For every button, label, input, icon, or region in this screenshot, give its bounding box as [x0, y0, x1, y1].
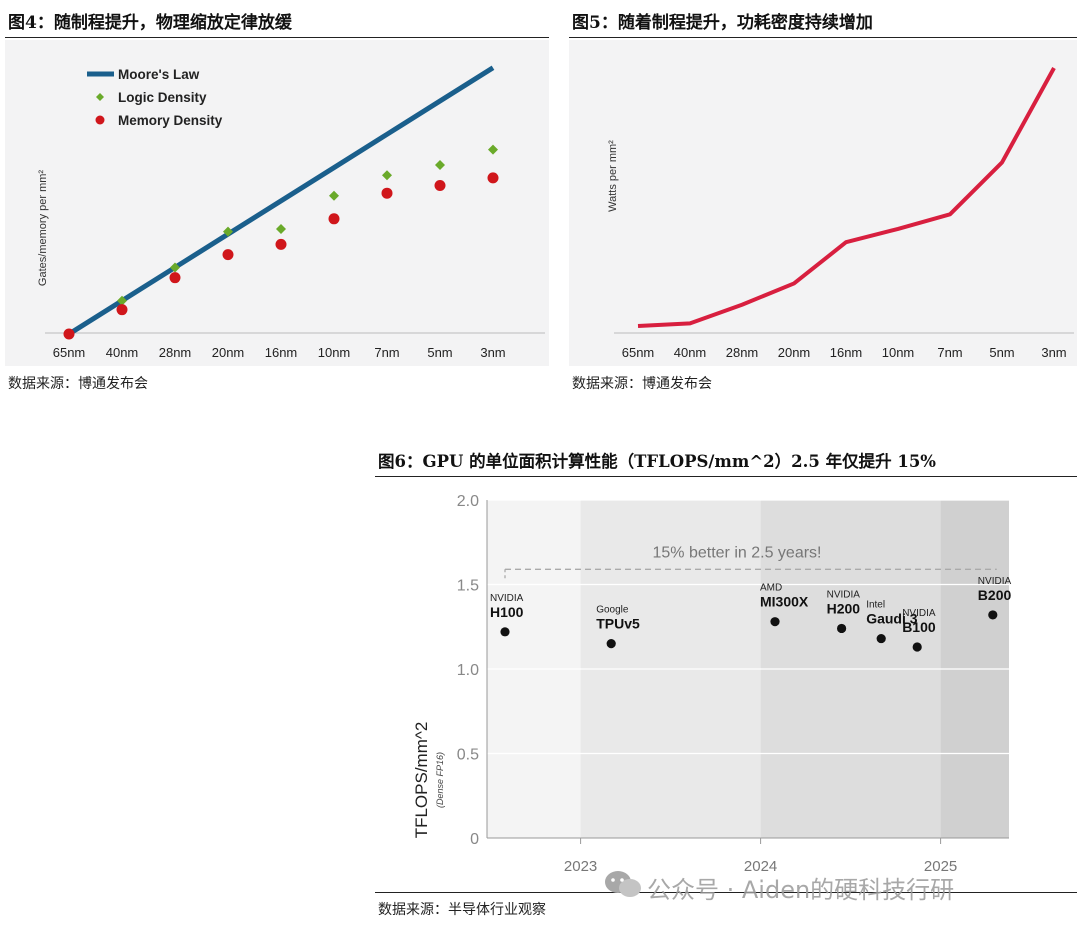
gpu-data-point [770, 617, 780, 627]
x-tick-label: 7nm [374, 345, 399, 360]
figure-5-y-axis-label: Watts per mm² [607, 140, 619, 212]
memory-density-point [328, 213, 340, 225]
x-tick-label: 3nm [1041, 345, 1066, 360]
wechat-icon [605, 871, 641, 897]
gpu-data-point [837, 623, 847, 634]
figure-6-title: 图6：GPU 的单位面积计算性能（TFLOPS/mm^2）2.5 年仅提升 15… [378, 452, 936, 471]
memory-density-point [434, 180, 446, 192]
figure-5-top-rule [569, 37, 1077, 38]
x-tick-label: 65nm [53, 345, 86, 360]
gpu-vendor-label: NVIDIA [978, 576, 1012, 587]
figure-4-title: 图4：随制程提升，物理缩放定律放缓 [8, 13, 292, 33]
figure-4-y-axis-label: Gates/memory per mm² [37, 170, 49, 286]
x-tick-label: 7nm [937, 345, 962, 360]
legend-label: Logic Density [118, 90, 207, 105]
gpu-data-point [912, 642, 922, 652]
logic-density-point [117, 295, 127, 306]
gpu-data-point [606, 639, 616, 649]
x-tick-label: 20nm [212, 345, 245, 360]
figure-6-top-rule [375, 476, 1077, 477]
gpu-vendor-label: Google [596, 605, 629, 616]
x-tick-label: 10nm [318, 345, 351, 360]
logic-density-point [382, 170, 392, 181]
y-tick-label: 0.5 [457, 747, 479, 764]
memory-density-point [381, 187, 393, 199]
x-tick-label: 40nm [674, 345, 707, 360]
gpu-name-label: B100 [902, 619, 936, 635]
figure-6-y-axis-label: TFLOPS/mm^2 [412, 722, 431, 839]
gpu-name-label: MI300X [760, 594, 809, 610]
x-tick-label: 28nm [726, 345, 759, 360]
x-tick-label: 16nm [830, 345, 863, 360]
logic-density-point [488, 144, 498, 155]
x-tick-label: 16nm [265, 345, 298, 360]
figure-5-chart: Watts per mm² 65nm 40nm 28nm 20nm 16nm 10nm 7n… [607, 67, 1074, 360]
gpu-name-label: H100 [490, 604, 524, 620]
gpu-name-label: Gaudi 3 [866, 611, 918, 627]
x-tick-label: 28nm [159, 345, 192, 360]
gpu-vendor-label: NVIDIA [827, 589, 861, 600]
x-tick-label: 10nm [882, 345, 915, 360]
logic-density-point [223, 226, 233, 237]
figure-4-top-rule [5, 37, 549, 38]
gpu-name-label: TPUv5 [596, 616, 640, 632]
x-tick-label: 2024 [744, 858, 777, 875]
figure-5-plot-area [569, 40, 1077, 366]
y-tick-label: 1.0 [457, 662, 479, 679]
gpu-vendor-label: AMD [760, 583, 782, 594]
legend-swatch-memory-density [95, 115, 105, 125]
watts-per-mm2-line [637, 67, 1056, 329]
legend-label: Memory Density [118, 113, 223, 128]
x-tick-label: 20nm [778, 345, 811, 360]
figure-5-source: 数据来源：博通发布会 [572, 376, 712, 392]
gpu-data-point [500, 627, 510, 637]
y-tick-label: 0 [470, 831, 479, 848]
y-tick-label: 2.0 [457, 493, 479, 510]
x-tick-label: 3nm [480, 345, 505, 360]
x-tick-label: 65nm [622, 345, 655, 360]
x-tick-label: 40nm [106, 345, 139, 360]
figure-6-source: 数据来源：半导体行业观察 [378, 902, 546, 918]
x-tick-label: 2023 [564, 858, 597, 875]
memory-density-point [275, 238, 287, 250]
gpu-name-label: B200 [978, 587, 1012, 603]
memory-density-point [63, 328, 75, 340]
gpu-vendor-label: Intel [866, 600, 885, 611]
x-tick-label: 2025 [924, 858, 957, 875]
memory-density-point [487, 172, 499, 184]
logic-density-point [435, 160, 445, 171]
x-tick-label: 5nm [427, 345, 452, 360]
logic-density-point [329, 190, 339, 201]
logic-density-point [170, 262, 180, 273]
memory-density-point [169, 272, 181, 284]
figure-6-chart: TFLOPS/mm^2 (Dense FP16) 0 0.5 1.0 1.5 2.0 20… [412, 493, 1012, 875]
watermark-text: 公众号 · Aiden的硬科技行研 [647, 876, 955, 904]
gpu-data-point [988, 610, 998, 620]
memory-density-point [222, 249, 234, 261]
figure-5-title: 图5：随着制程提升，功耗密度持续增加 [572, 13, 873, 33]
y-tick-label: 1.5 [457, 578, 479, 595]
x-tick-label: 5nm [989, 345, 1014, 360]
figure-4-chart: Gates/memory per mm² 65nm 40nm 28nm 20nm 16n… [37, 65, 545, 360]
gpu-data-point [876, 633, 886, 644]
memory-density-point [116, 304, 128, 316]
annotation-text: 15% better in 2.5 years! [653, 544, 822, 561]
moores-law-line [67, 65, 495, 337]
gpu-vendor-label: NVIDIA [902, 608, 936, 619]
gpu-vendor-label: NVIDIA [490, 593, 524, 604]
legend-swatch-logic-density [96, 93, 104, 101]
figure-6-bottom-rule [375, 892, 1077, 893]
figure-6-y-axis-sublabel: (Dense FP16) [435, 752, 445, 808]
legend-label: Moore's Law [118, 67, 200, 82]
logic-density-point [276, 224, 286, 235]
gpu-name-label: H200 [827, 600, 861, 616]
figure-4-source: 数据来源：博通发布会 [8, 376, 148, 392]
